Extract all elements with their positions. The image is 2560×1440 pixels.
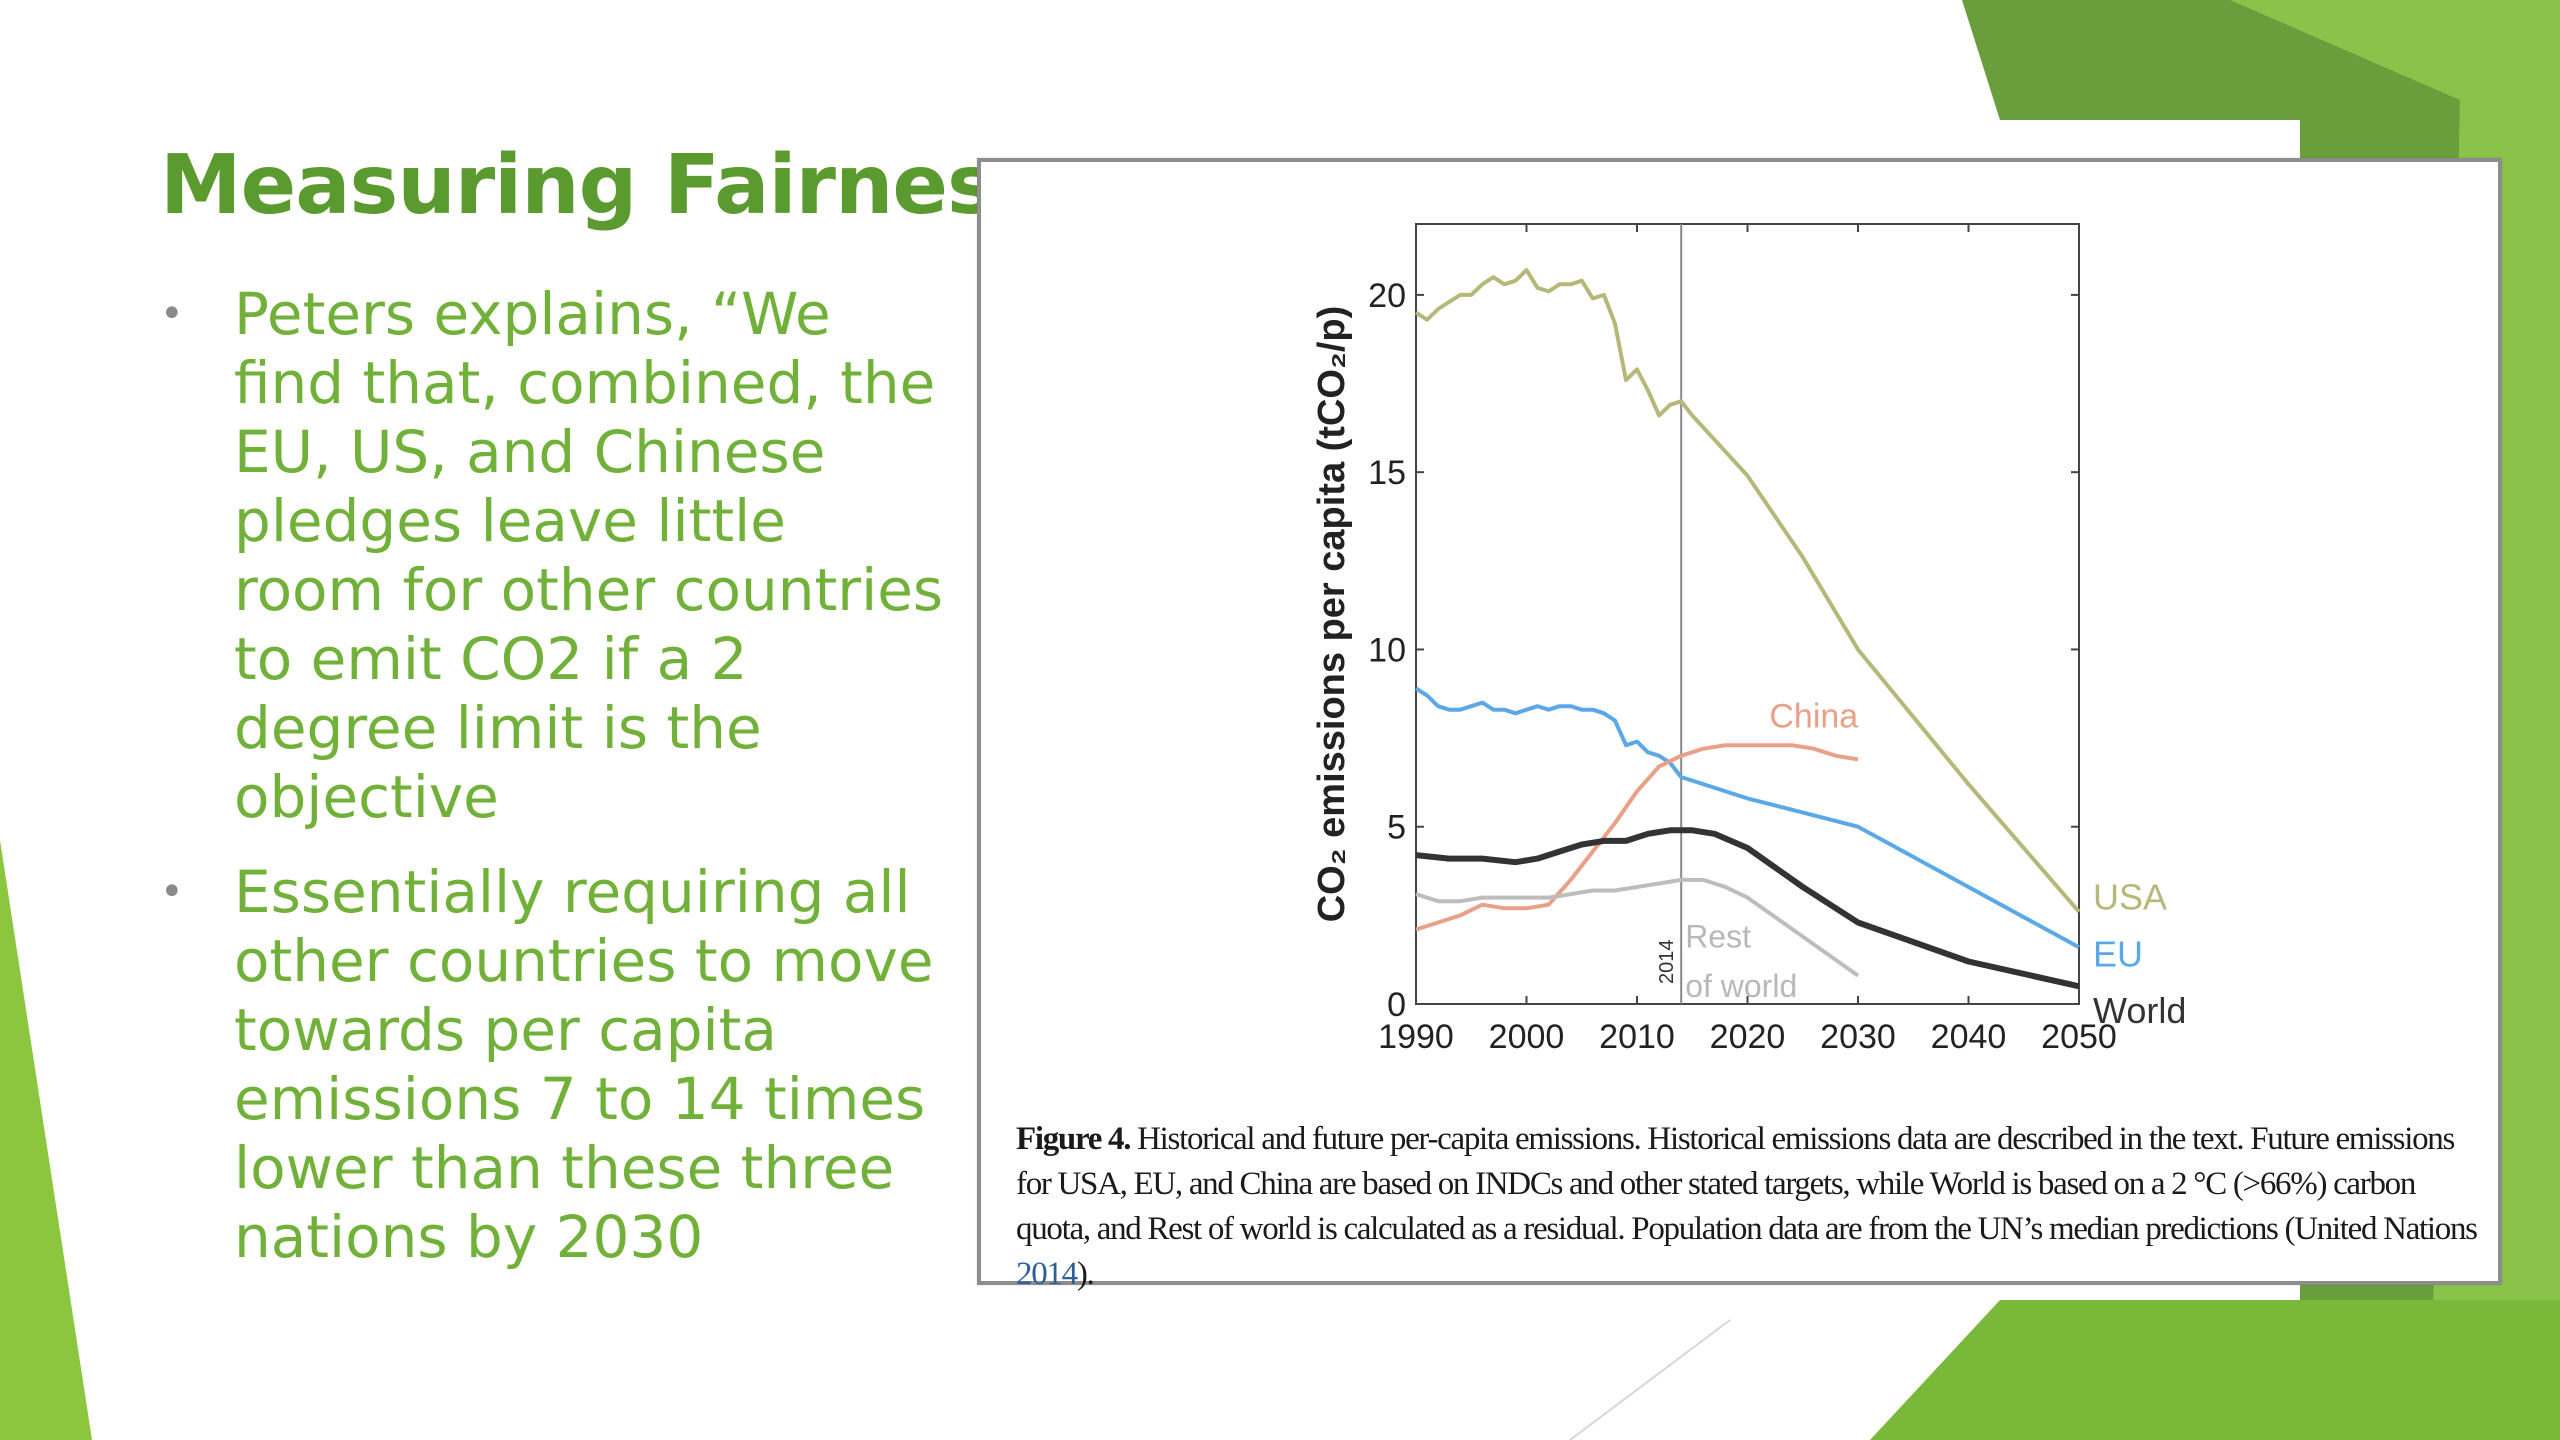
slide-title: Measuring Fairness bbox=[160, 138, 1044, 233]
bullet-list: • Peters explains, “We find that, combin… bbox=[150, 280, 950, 1298]
x-tick-label: 2020 bbox=[1710, 1018, 1786, 1056]
plot-frame bbox=[1415, 223, 2080, 1005]
series-label-rest-of-world: Rest bbox=[1685, 918, 1751, 954]
decor-thin-line bbox=[1569, 1319, 1731, 1440]
bottom-right-green-shape bbox=[1870, 1300, 2560, 1440]
y-tick-label: 10 bbox=[1368, 631, 1406, 669]
figure-caption: Figure 4. Historical and future per-capi… bbox=[1016, 1117, 2486, 1297]
series-label-usa: USA bbox=[2093, 877, 2167, 918]
x-tick-label: 2040 bbox=[1931, 1018, 2007, 1056]
y-tick-label: 0 bbox=[1387, 986, 1406, 1024]
y-axis-label: CO₂ emissions per capita (tCO₂/p) bbox=[1311, 306, 1353, 923]
caption-end: ). bbox=[1076, 1256, 1095, 1292]
series-line-world bbox=[1415, 827, 2080, 990]
series-label-rest-of-world: of world bbox=[1685, 968, 1797, 1004]
figure-panel: 1990 2000 2010 2020 2030 2040 2050 0 5 10 15 20 CO₂ … bbox=[977, 158, 2502, 1292]
bullet-text: Peters explains, “We find that, combined… bbox=[234, 280, 944, 831]
left-green-stripe bbox=[0, 840, 92, 1440]
series-line-rest-of-world bbox=[1415, 877, 1860, 978]
x-tick-label: 1990 bbox=[1378, 1018, 1454, 1056]
bullet-item: • Peters explains, “We find that, combin… bbox=[150, 280, 950, 832]
caption-label: Figure 4. bbox=[1016, 1121, 1131, 1157]
caption-citation-link[interactable]: 2014 bbox=[1016, 1256, 1078, 1292]
series-line-china bbox=[1415, 743, 1859, 932]
bullet-text: Essentially requiring all other countrie… bbox=[234, 858, 934, 1271]
series-line-usa bbox=[1414, 268, 2081, 914]
x-tick-label: 2030 bbox=[1820, 1018, 1896, 1056]
series-label-world: World bbox=[2093, 990, 2186, 1031]
series-label-eu: EU bbox=[2093, 933, 2143, 974]
bullet-dot-icon: • bbox=[160, 291, 184, 337]
y-tick-label: 20 bbox=[1368, 277, 1406, 315]
bullet-item: • Essentially requiring all other countr… bbox=[150, 858, 950, 1272]
x-tick-label: 2000 bbox=[1489, 1018, 1565, 1056]
y-tick-label: 15 bbox=[1368, 454, 1406, 492]
x-tick-label: 2050 bbox=[2041, 1018, 2117, 1056]
caption-text: Historical and future per-capita emissio… bbox=[1016, 1121, 2478, 1247]
year-2014-label: 2014 bbox=[1656, 940, 1678, 985]
bullet-dot-icon: • bbox=[160, 869, 184, 915]
x-tick-label: 2010 bbox=[1599, 1018, 1675, 1056]
y-tick-label: 5 bbox=[1387, 809, 1406, 847]
series-label-china: China bbox=[1769, 697, 1858, 735]
series-line-eu bbox=[1414, 686, 2080, 950]
emissions-chart: 1990 2000 2010 2020 2030 2040 2050 0 5 10 15 20 CO₂ … bbox=[1311, 223, 2186, 1056]
